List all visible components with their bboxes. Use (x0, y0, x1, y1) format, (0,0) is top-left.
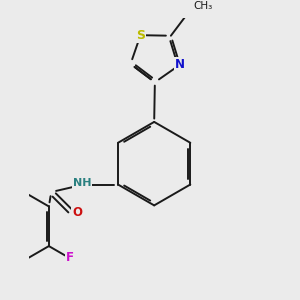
Text: O: O (72, 206, 82, 219)
Text: NH: NH (73, 178, 92, 188)
Text: N: N (175, 58, 185, 71)
Text: F: F (65, 251, 74, 265)
Text: CH₃: CH₃ (194, 1, 213, 11)
Text: S: S (136, 29, 145, 42)
